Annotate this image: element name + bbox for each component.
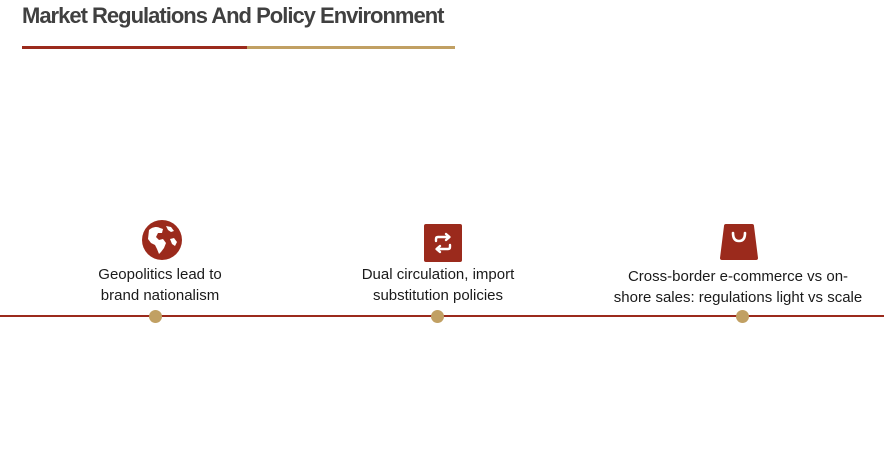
globe-icon (141, 219, 183, 261)
timeline-item-line: Dual circulation, import (361, 266, 515, 283)
page-title: Market Regulations And Policy Environmen… (22, 3, 444, 28)
timeline-dot (149, 310, 162, 323)
title-underline-accent (22, 46, 247, 49)
timeline-item-label: Geopolitics lead to brand nationalism (60, 264, 260, 306)
timeline-item-line: shore sales: regulations light vs scale (613, 289, 863, 306)
timeline-dot (431, 310, 444, 323)
timeline-item-label: Dual circulation, import substitution po… (328, 264, 548, 306)
timeline-item-line: brand nationalism (100, 287, 220, 304)
timeline-item-line: Cross-border e-commerce vs on- (627, 268, 849, 285)
timeline-item-line: Geopolitics lead to (98, 266, 222, 283)
timeline-item-line: substitution policies (372, 287, 504, 304)
title-underline-gold (247, 46, 455, 49)
repeat-arrows-icon (424, 224, 462, 262)
shopping-bag-icon (719, 223, 759, 261)
timeline-dot (736, 310, 749, 323)
timeline-item-label: Cross-border e-commerce vs on- shore sal… (598, 266, 878, 308)
